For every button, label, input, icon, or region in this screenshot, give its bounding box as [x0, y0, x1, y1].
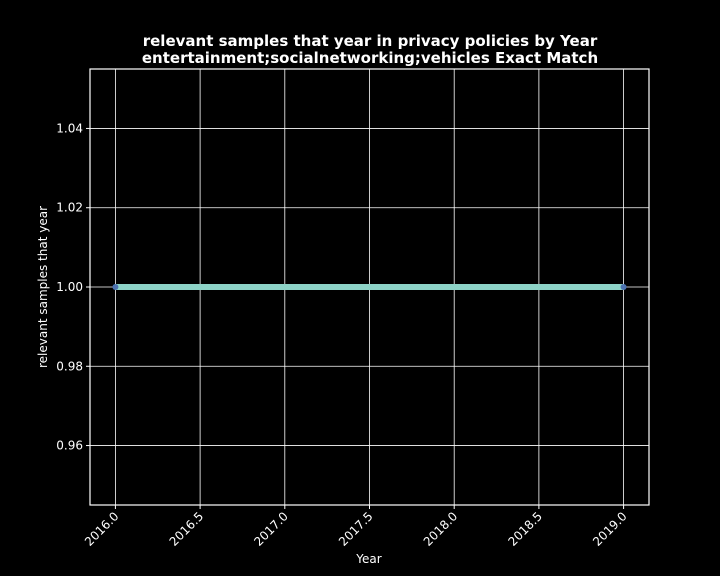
chart-subtitle: entertainment;socialnetworking;vehicles …	[142, 49, 598, 67]
y-axis-label: relevant samples that year	[36, 206, 50, 368]
x-tick-label: 2016.5	[167, 509, 207, 549]
x-tick-label: 2016.0	[82, 509, 122, 549]
x-axis-ticks: 2016.0 2016.5 2017.0 2017.5 2018.0 2018.5 2019…	[82, 505, 630, 549]
x-tick-label: 2018.0	[421, 509, 461, 549]
data-point	[620, 284, 627, 290]
x-tick-label: 2017.5	[336, 509, 376, 549]
x-tick-label: 2018.5	[505, 509, 545, 549]
x-tick-label: 2019.0	[590, 509, 630, 549]
x-axis-label: Year	[355, 552, 381, 566]
data-point	[112, 284, 119, 290]
y-tick-label: 0.96	[56, 439, 83, 453]
x-tick-label: 2017.0	[251, 509, 291, 549]
y-tick-label: 1.04	[56, 121, 83, 135]
y-axis-ticks: 0.96 0.98 1.00 1.02 1.04	[56, 121, 90, 453]
y-tick-label: 1.02	[56, 201, 83, 215]
y-tick-label: 1.00	[56, 280, 83, 294]
chart-title: relevant samples that year in privacy po…	[143, 32, 598, 50]
series-layer	[112, 284, 627, 290]
y-tick-label: 0.98	[56, 359, 83, 373]
